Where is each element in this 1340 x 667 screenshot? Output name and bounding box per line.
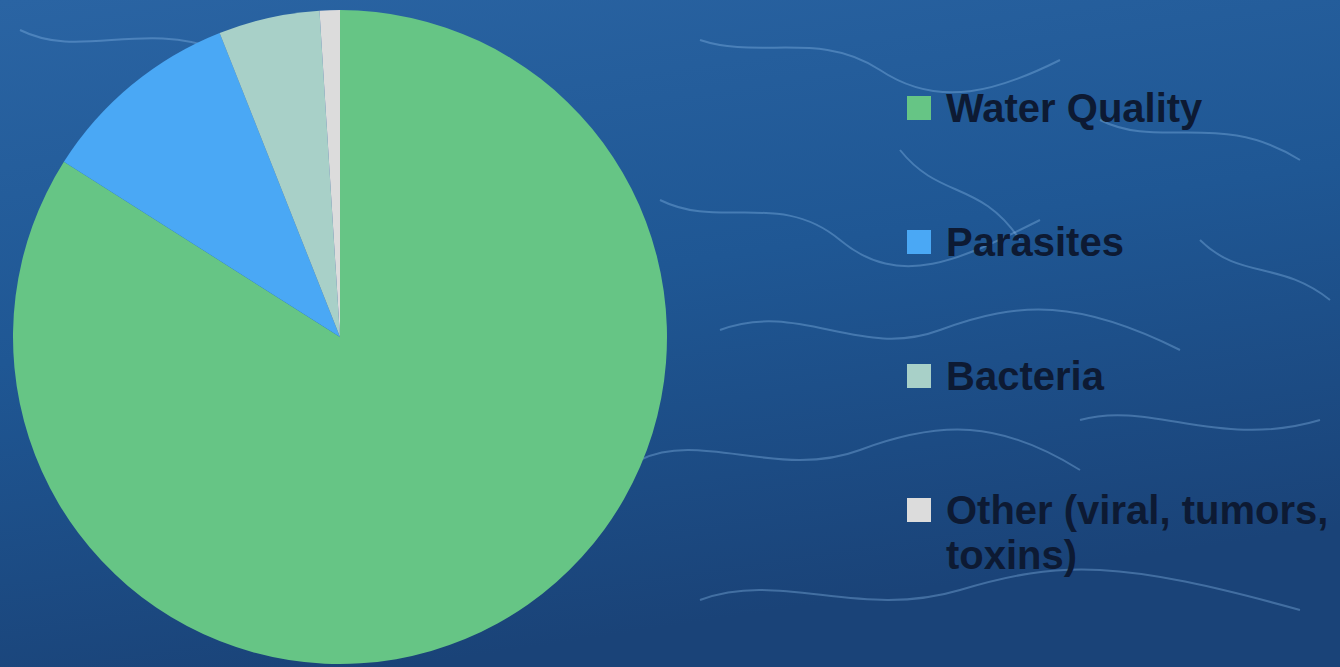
legend-label-line: toxins) xyxy=(946,533,1077,577)
caustic-line xyxy=(640,430,1080,470)
legend-label-line: Bacteria xyxy=(946,354,1105,398)
caustic-line xyxy=(1080,415,1320,430)
legend-swatch xyxy=(907,96,931,120)
legend-label: Other (viral, tumors,toxins) xyxy=(946,488,1328,577)
legend-label: Water Quality xyxy=(946,86,1203,130)
legend: Water Quality Parasites Bacteria Other (vir… xyxy=(907,86,1328,577)
chart: Water Quality Parasites Bacteria Other (vir… xyxy=(0,0,1340,667)
pie-slice xyxy=(220,11,340,337)
legend-swatch xyxy=(907,364,931,388)
legend-label-line: Parasites xyxy=(946,220,1124,264)
background xyxy=(0,0,1340,667)
pie xyxy=(13,10,667,664)
legend-label-line: Other (viral, tumors, xyxy=(946,488,1328,532)
legend-swatch xyxy=(907,498,931,522)
legend-label: Parasites xyxy=(946,220,1124,264)
legend-label: Bacteria xyxy=(946,354,1105,398)
pie-slice xyxy=(319,10,340,337)
legend-label-line: Water Quality xyxy=(946,86,1203,130)
legend-swatch xyxy=(907,230,931,254)
caustic-line xyxy=(1200,240,1330,300)
caustic-line xyxy=(720,310,1180,350)
pie-slice xyxy=(13,10,667,664)
caustic-line xyxy=(700,40,1060,92)
